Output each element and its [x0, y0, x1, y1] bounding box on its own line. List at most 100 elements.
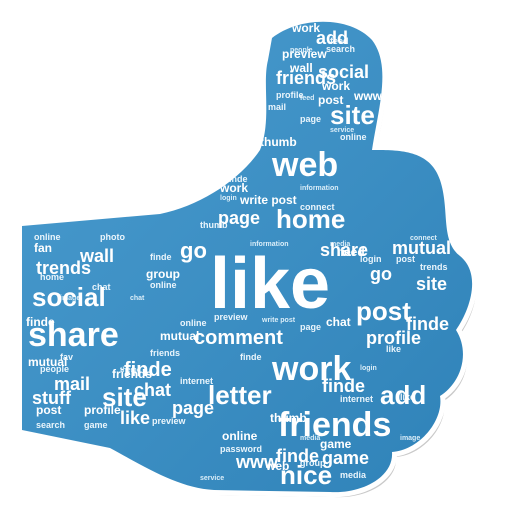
word-chat: chat	[326, 315, 351, 329]
word-preview-top: preview	[282, 47, 327, 61]
word-search-bottom: search	[36, 420, 65, 430]
word-online-3: online	[180, 318, 207, 328]
word-online-left: online	[34, 232, 61, 242]
word-mutual-left: mutual	[28, 355, 67, 369]
word-connect: connect	[410, 235, 438, 242]
word-site-top: site	[330, 100, 375, 130]
word-home-small: home	[40, 272, 64, 282]
word-add-top: add	[316, 28, 348, 48]
word-finde-left: finde	[150, 252, 172, 262]
word-profile: profile	[366, 328, 421, 348]
word-www-top: www	[353, 89, 383, 103]
word-finde-mid: finde	[240, 352, 262, 362]
word-game: game	[84, 420, 108, 430]
word-friends-left: friends	[112, 367, 152, 381]
word-like-small: like	[386, 344, 401, 354]
word-image-2: image	[400, 435, 420, 442]
word-thumb-3: thumb	[270, 411, 307, 425]
word-site-right: site	[416, 274, 447, 294]
word-share: share	[28, 316, 119, 354]
word-go: go	[180, 238, 207, 263]
word-search: search	[326, 44, 355, 54]
word-friends: friends	[278, 406, 391, 444]
word-nice: nice	[280, 460, 332, 490]
word-game-2: game	[322, 448, 369, 468]
word-comment: comment	[194, 327, 283, 349]
word-like-lower: like	[120, 408, 150, 428]
word-media-2: media	[300, 435, 320, 442]
word-online: online	[340, 132, 367, 142]
word-preview-bottom: preview	[152, 416, 187, 426]
word-www: www	[235, 452, 279, 472]
word-finde-small-2: finde	[26, 315, 55, 329]
word-service: service	[330, 127, 354, 134]
word-page-small: page	[300, 114, 321, 124]
word-letter: letter	[208, 380, 272, 410]
word-work-2: work	[321, 79, 350, 93]
word-finde-right: finde	[406, 314, 449, 334]
word-chat-2: chat	[134, 380, 171, 400]
word-feed: feed	[300, 95, 314, 102]
word-finde-small: finde	[226, 174, 248, 184]
word-connect-small: connect	[300, 202, 335, 212]
word-post-2: post	[318, 93, 343, 107]
word-login-2: login	[360, 365, 377, 372]
word-web-small: web	[265, 459, 289, 473]
word-chat-left: chat	[92, 282, 111, 292]
word-finde-lower: finde	[322, 376, 365, 396]
word-post-left: post	[36, 403, 61, 417]
word-like-headline: like	[210, 244, 330, 324]
word-people: people	[290, 47, 313, 54]
word-friends-small: friends	[150, 348, 180, 358]
word-trends: trends	[36, 258, 91, 278]
word-stuff: stuff	[32, 388, 72, 408]
word-friends-top: friends	[276, 68, 336, 88]
word-password: password	[220, 444, 262, 454]
word-theme: theme	[120, 367, 141, 374]
word-media-bottom: media	[340, 470, 367, 480]
word-finde-bottom: finde	[276, 446, 319, 466]
word-share-right: share	[320, 240, 368, 260]
word-like-right: like	[400, 392, 415, 402]
word-fav: fav	[60, 352, 73, 362]
word-online-2: online	[150, 280, 177, 290]
word-mutual: mutual	[392, 238, 451, 258]
word-profile-left: profile	[84, 403, 121, 417]
word-people-left: people	[40, 364, 69, 374]
word-media: media	[330, 241, 350, 248]
word-home: home	[276, 204, 345, 234]
word-login: login	[220, 195, 237, 202]
word-thumb: thumb	[200, 220, 228, 230]
word-page-left: page	[218, 208, 260, 228]
word-information: information	[300, 185, 339, 192]
word-write-post-2: write post	[239, 193, 297, 207]
word-web: web	[271, 146, 338, 184]
word-mail-small: mail	[268, 102, 286, 112]
word-chat-small: chat	[130, 295, 145, 302]
word-social-top: social	[318, 62, 369, 82]
word-work: work	[271, 350, 351, 388]
word-preview: preview	[214, 312, 249, 322]
word-write-post: write post	[261, 317, 296, 324]
hand-shape	[22, 21, 473, 493]
word-feed-2: feed	[340, 245, 365, 259]
word-internet-right: internet	[340, 394, 373, 404]
word-internet: internet	[180, 376, 213, 386]
word-profile-small: profile	[276, 90, 304, 100]
word-cloud: people feed service information login in…	[26, 22, 451, 490]
word-wall-top: wall	[289, 61, 313, 75]
word-social: social	[32, 282, 106, 312]
word-login-3: login	[360, 254, 382, 264]
word-mail: mail	[54, 374, 90, 394]
word-online-bottom: online	[222, 429, 258, 443]
word-work-3: work	[219, 181, 248, 195]
word-site: site	[102, 382, 147, 412]
word-mutual-small: mutual	[160, 329, 199, 343]
word-finde: finde	[124, 359, 172, 381]
word-add: add	[380, 380, 426, 410]
word-service-2: service	[200, 475, 224, 482]
word-group: group	[146, 267, 180, 281]
word-information-2: information	[250, 241, 289, 248]
